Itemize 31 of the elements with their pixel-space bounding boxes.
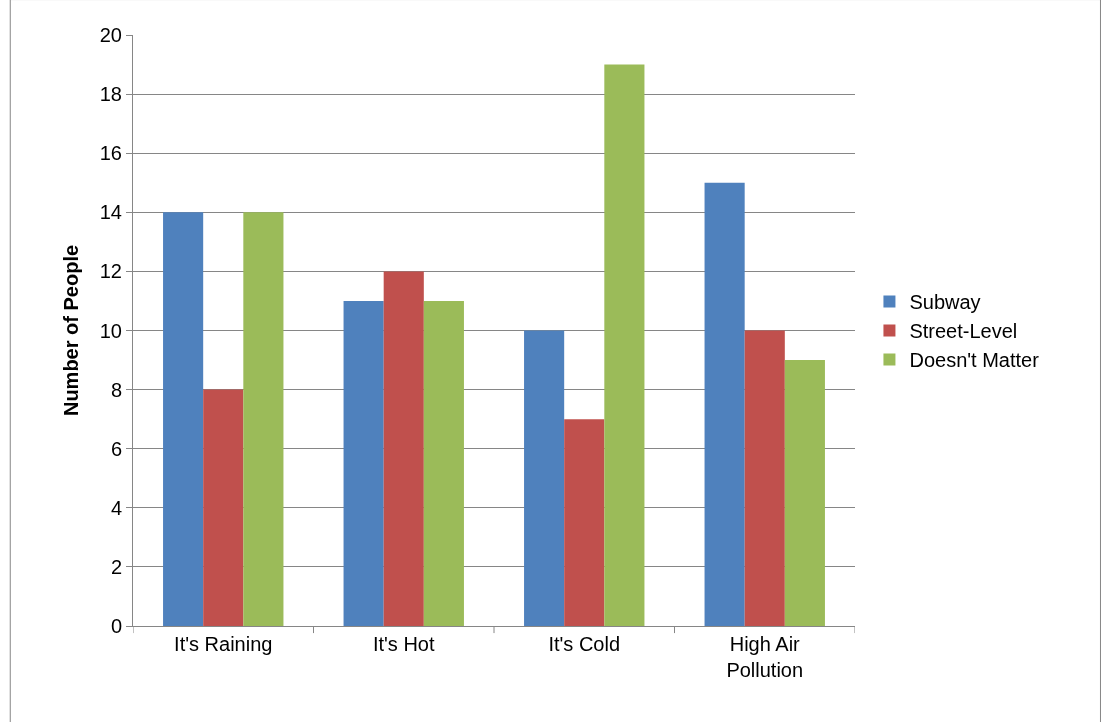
y-tick-label: 10 xyxy=(99,319,122,342)
bar xyxy=(604,64,645,626)
bar xyxy=(564,419,605,626)
y-tick-label: 12 xyxy=(99,260,122,283)
legend-label: Street-Level xyxy=(909,320,1018,343)
bar xyxy=(383,271,424,626)
bar xyxy=(163,212,204,626)
y-tick-label: 20 xyxy=(99,24,122,46)
y-tick-label: 16 xyxy=(99,142,122,165)
x-tick-label: It's Hot xyxy=(372,633,435,655)
bar xyxy=(784,360,825,626)
x-tick-label: It's Cold xyxy=(548,633,621,655)
bar xyxy=(704,182,745,626)
bar xyxy=(524,330,565,626)
legend-label: Subway xyxy=(909,291,981,314)
legend-label: Doesn't Matter xyxy=(909,349,1040,372)
bar xyxy=(343,300,384,626)
y-tick-label: 2 xyxy=(110,555,122,578)
y-tick-label: 0 xyxy=(110,615,122,637)
y-tick-label: 14 xyxy=(99,201,122,224)
bar xyxy=(423,300,464,626)
bar xyxy=(744,330,785,626)
y-tick-label: 6 xyxy=(110,437,122,460)
y-tick-label: 4 xyxy=(110,496,122,519)
y-tick-label: 18 xyxy=(99,83,122,106)
x-tick-label: It's Raining xyxy=(174,633,273,655)
y-tick-label: 8 xyxy=(110,378,122,401)
x-tick-label: High Air Pollution xyxy=(726,633,804,681)
bar xyxy=(243,212,284,626)
bar xyxy=(203,389,244,626)
y-axis-title: Number of People xyxy=(60,244,83,417)
